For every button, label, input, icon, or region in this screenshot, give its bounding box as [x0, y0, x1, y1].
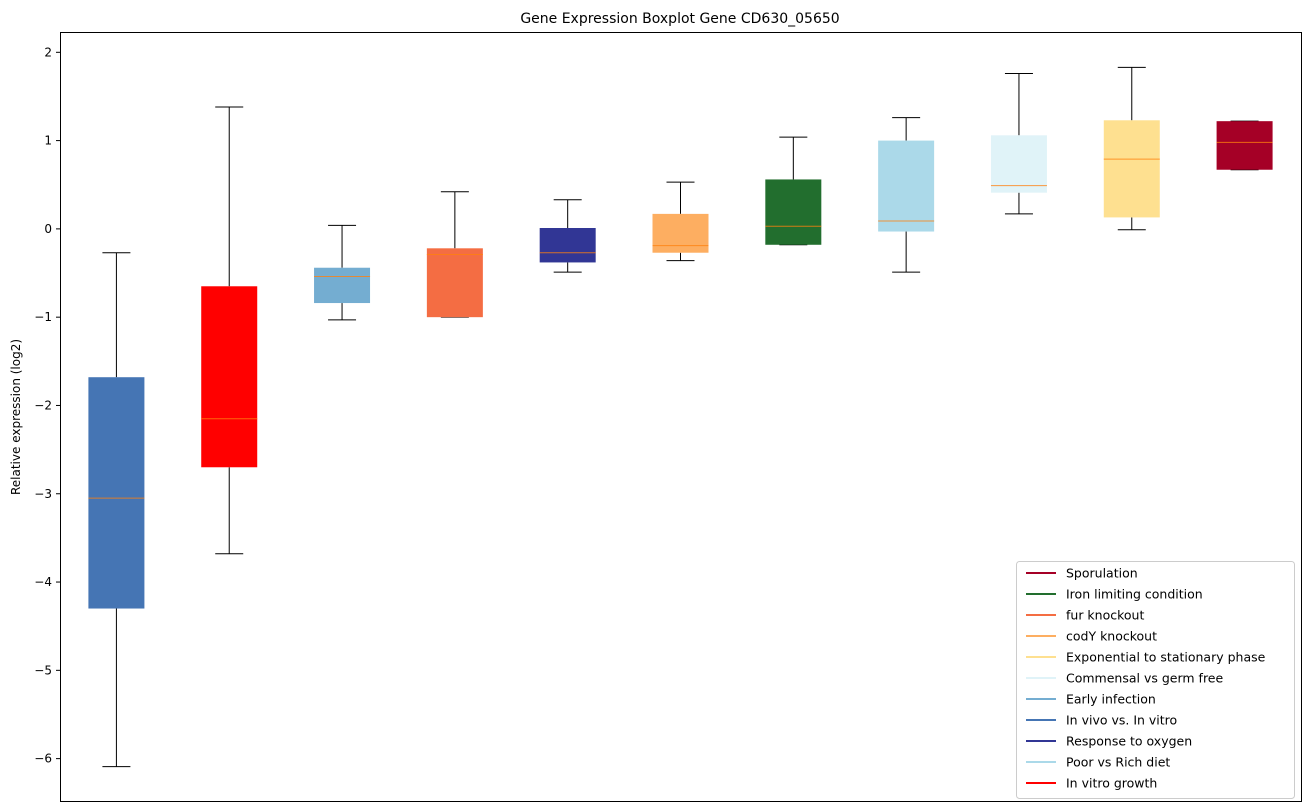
box-early-infection	[314, 224, 371, 321]
legend-item: Response to oxygen	[1026, 734, 1192, 749]
box-body	[539, 228, 596, 263]
legend-label: Poor vs Rich diet	[1066, 755, 1170, 770]
box-commensal-vs-germ-free	[990, 72, 1047, 215]
box-body	[1103, 120, 1160, 218]
y-tick-label: −5	[34, 663, 52, 677]
y-tick-label: −4	[34, 575, 52, 589]
legend-item: Commensal vs germ free	[1026, 671, 1223, 686]
box-cody-knockout	[652, 181, 709, 262]
legend-label: Iron limiting condition	[1066, 587, 1203, 602]
y-tick-label: −6	[34, 752, 52, 766]
legend-item: Sporulation	[1026, 566, 1138, 581]
y-tick-label: −2	[34, 398, 52, 412]
box-sporulation	[1216, 120, 1273, 171]
y-axis: 2 1 0 −1 −2 −3 −4 −5 −6	[34, 45, 60, 766]
legend-label: Commensal vs germ free	[1066, 671, 1223, 686]
box-body	[88, 377, 145, 609]
boxes-group	[88, 66, 1273, 768]
legend-label: codY knockout	[1066, 629, 1157, 644]
box-body	[426, 248, 483, 318]
box-fur-knockout	[426, 191, 483, 318]
box-poor-vs-rich-diet	[878, 117, 935, 273]
legend-item: Poor vs Rich diet	[1026, 755, 1170, 770]
legend-label: Exponential to stationary phase	[1066, 650, 1266, 665]
legend-label: Sporulation	[1066, 566, 1138, 581]
box-body	[314, 267, 371, 304]
legend-label: In vivo vs. In vitro	[1066, 713, 1177, 728]
y-tick-label: 0	[44, 222, 52, 236]
box-in-vitro-growth	[201, 106, 258, 555]
box-body	[652, 213, 709, 253]
box-body	[1216, 121, 1273, 170]
y-tick-label: −3	[34, 487, 52, 501]
box-body	[990, 135, 1047, 193]
legend-label: Response to oxygen	[1066, 734, 1192, 749]
box-response-to-oxygen	[539, 199, 596, 273]
legend-item: Exponential to stationary phase	[1026, 650, 1266, 665]
box-iron-limiting-condition	[765, 136, 822, 246]
legend-frame	[1016, 561, 1295, 799]
plot-frame	[60, 32, 1302, 802]
y-tick-label: 1	[44, 134, 52, 148]
y-axis-label: Relative expression (log2)	[9, 339, 23, 495]
y-tick-label: −1	[34, 310, 52, 324]
legend-item: fur knockout	[1026, 608, 1144, 623]
box-body	[201, 286, 258, 468]
box-in-vivo-vs-in-vitro	[88, 252, 145, 768]
legend-item: In vitro growth	[1026, 776, 1157, 791]
legend-label: In vitro growth	[1066, 776, 1157, 791]
legend-label: Early infection	[1066, 692, 1156, 707]
y-tick-label: 2	[44, 45, 52, 59]
box-body	[878, 140, 935, 232]
box-body	[765, 179, 822, 245]
chart-title: Gene Expression Boxplot Gene CD630_05650	[520, 11, 839, 27]
legend-item: codY knockout	[1026, 629, 1157, 644]
legend-item: Early infection	[1026, 692, 1156, 707]
legend-item: Iron limiting condition	[1026, 587, 1203, 602]
legend-label: fur knockout	[1066, 608, 1144, 623]
box-exponential-to-stationary-phase	[1103, 66, 1160, 231]
legend: Sporulation Iron limiting condition fur kn…	[1016, 561, 1295, 799]
legend-item: In vivo vs. In vitro	[1026, 713, 1177, 728]
